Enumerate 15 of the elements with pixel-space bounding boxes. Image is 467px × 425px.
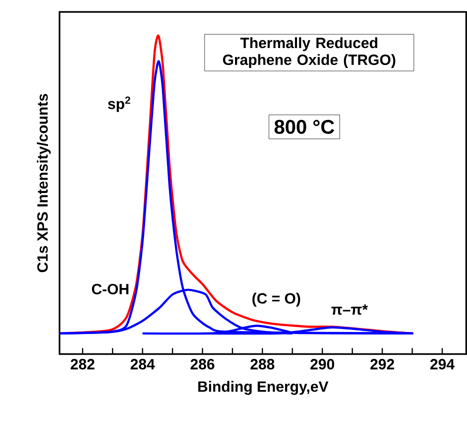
annotation: π–π* (331, 304, 368, 316)
x-tick-label: 282 (70, 359, 94, 370)
x-axis-title: Binding Energy,eV (198, 381, 328, 396)
x-tick-label: 294 (430, 359, 455, 370)
x-tick-label: 286 (190, 359, 214, 370)
x-tick-label: 284 (130, 359, 155, 370)
x-tick-label: 290 (310, 359, 334, 370)
x-tick-label: 292 (370, 359, 394, 370)
annotation: C-OH (92, 284, 128, 295)
annotation: sp$^{2}$ (108, 96, 130, 112)
y-axis-title: C1s XPS Intensity/counts (36, 94, 51, 272)
annotation: (C = O) (252, 292, 300, 307)
annotation: Thermally Reduced Graphene Oxide (TRGO) (223, 37, 396, 68)
x-tick-label: 288 (250, 359, 274, 370)
annotation: 800 °C (274, 120, 334, 134)
